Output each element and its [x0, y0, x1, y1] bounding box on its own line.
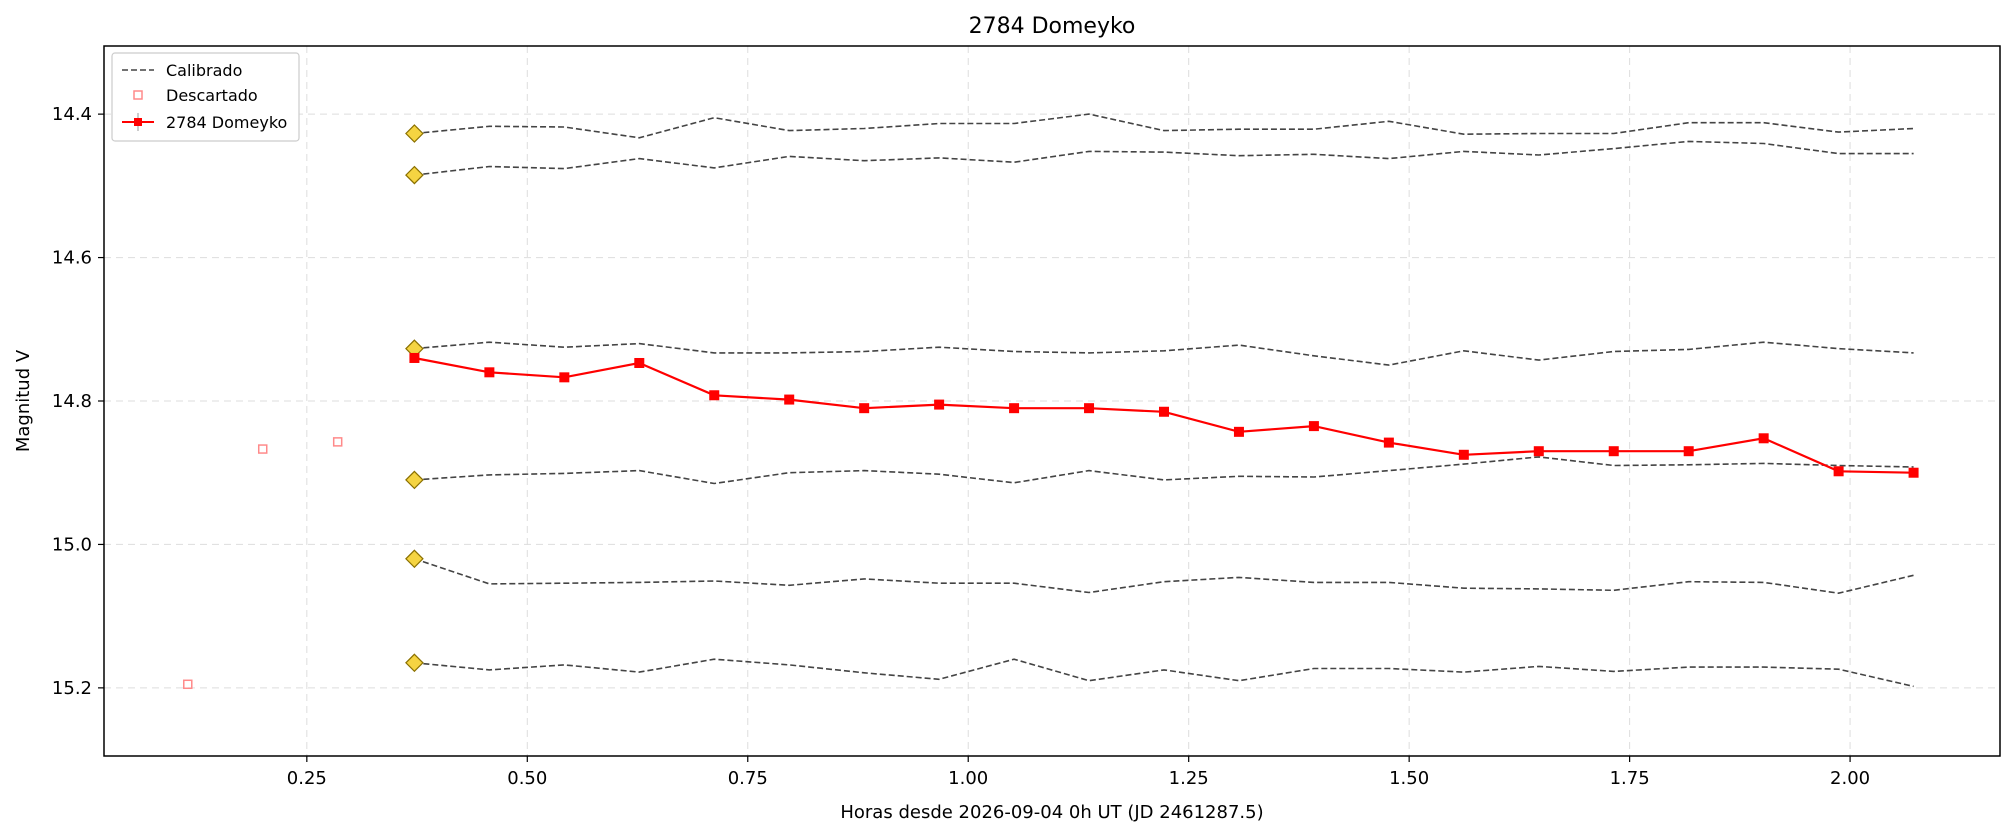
x-tick-label: 1.00	[948, 768, 988, 789]
comparison-star-marker	[405, 165, 424, 185]
calibrado-line	[414, 658, 1914, 688]
chart-title: 2784 Domeyko	[969, 14, 1136, 39]
x-axis: 0.25 0.50 0.75 1.00 1.25 1.50 1.75 2.00	[287, 756, 1870, 789]
legend-target-label: 2784 Domeyko	[166, 113, 287, 132]
comparison-star-marker	[405, 653, 424, 673]
target-point	[1833, 466, 1844, 477]
legend-descartado-swatch	[133, 90, 143, 100]
x-tick-label: 0.50	[507, 768, 547, 789]
legend-target-marker	[134, 118, 142, 126]
x-tick-label: 1.25	[1169, 768, 1209, 789]
target-point	[1233, 426, 1244, 437]
target-point	[1009, 403, 1020, 414]
target-point	[934, 399, 945, 410]
target-point	[559, 372, 570, 383]
target-point	[784, 394, 795, 405]
x-tick-label: 0.75	[728, 768, 768, 789]
comparison-star-marker	[405, 549, 424, 569]
comparison-star-marker	[405, 470, 424, 490]
calibrado-line	[414, 113, 1914, 139]
grid	[104, 46, 2000, 756]
descartado-point	[332, 437, 343, 447]
descartado-point	[257, 444, 268, 454]
x-tick-label: 1.50	[1389, 768, 1429, 789]
descartado-point	[183, 679, 193, 690]
x-tick-label: 1.75	[1610, 768, 1650, 789]
x-tick-label: 0.25	[287, 768, 327, 789]
target-point	[634, 357, 645, 368]
target-point	[1683, 446, 1694, 457]
target-point	[1458, 449, 1469, 460]
target-point	[409, 352, 420, 363]
y-tick-label: 14.8	[52, 391, 92, 412]
comparison-star-marker	[405, 124, 424, 143]
legend-calibrado-label: Calibrado	[166, 61, 242, 80]
target-point	[859, 403, 870, 414]
target-point	[1383, 437, 1394, 448]
y-axis-label: Magnitud V	[13, 349, 34, 452]
target-point	[1608, 446, 1619, 457]
calibrado-line	[414, 558, 1914, 595]
target-point	[1533, 446, 1544, 457]
calibrado-line	[414, 456, 1914, 485]
x-tick-label: 2.00	[1830, 768, 1870, 789]
legend-box	[111, 52, 300, 142]
calibrado-line	[414, 341, 1914, 366]
y-tick-label: 14.6	[52, 248, 92, 269]
series-layer	[183, 113, 1919, 690]
y-axis: 14.4 14.6 14.8 15.0 15.2	[52, 104, 104, 699]
legend-descartado-label: Descartado	[166, 86, 258, 105]
calibrado-line	[414, 140, 1914, 176]
target-point	[1308, 421, 1319, 432]
y-tick-label: 15.0	[52, 534, 92, 555]
target-point	[709, 390, 720, 401]
target-point	[1084, 403, 1095, 414]
target-point	[1758, 433, 1769, 444]
target-point	[484, 367, 495, 378]
y-tick-label: 15.2	[52, 678, 92, 699]
legend: Calibrado Descartado 2784 Domeyko	[111, 52, 300, 142]
y-tick-label: 14.4	[52, 104, 92, 125]
target-point	[1158, 406, 1169, 417]
target-point	[1908, 467, 1919, 478]
x-axis-label: Horas desde 2026-09-04 0h UT (JD 2461287…	[840, 802, 1263, 823]
